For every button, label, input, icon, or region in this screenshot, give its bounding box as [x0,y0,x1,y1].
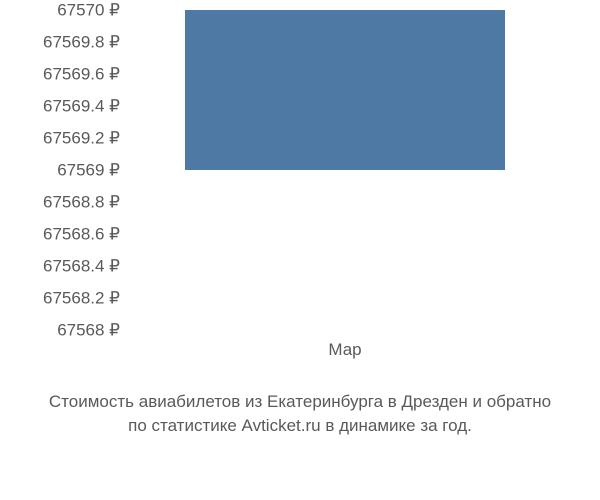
bar [185,10,504,170]
chart-caption: Стоимость авиабилетов из Екатеринбурга в… [0,390,600,438]
x-tick-label: Мар [328,340,361,360]
y-tick-label: 67568.2 ₽ [0,290,120,307]
caption-line-2: по статистике Avticket.ru в динамике за … [128,416,472,435]
y-tick-label: 67568.8 ₽ [0,194,120,211]
y-tick-label: 67569.4 ₽ [0,98,120,115]
y-tick-label: 67569 ₽ [0,162,120,179]
plot-area [135,0,555,320]
chart-area: 67570 ₽ 67569.8 ₽ 67569.6 ₽ 67569.4 ₽ 67569.… [0,0,600,340]
y-axis: 67570 ₽ 67569.8 ₽ 67569.6 ₽ 67569.4 ₽ 67569.… [0,0,130,340]
y-tick-label: 67569.8 ₽ [0,34,120,51]
y-tick-label: 67570 ₽ [0,2,120,19]
y-tick-label: 67568 ₽ [0,322,120,339]
y-tick-label: 67568.4 ₽ [0,258,120,275]
y-tick-label: 67568.6 ₽ [0,226,120,243]
caption-line-1: Стоимость авиабилетов из Екатеринбурга в… [49,392,551,411]
y-tick-label: 67569.6 ₽ [0,66,120,83]
y-tick-label: 67569.2 ₽ [0,130,120,147]
